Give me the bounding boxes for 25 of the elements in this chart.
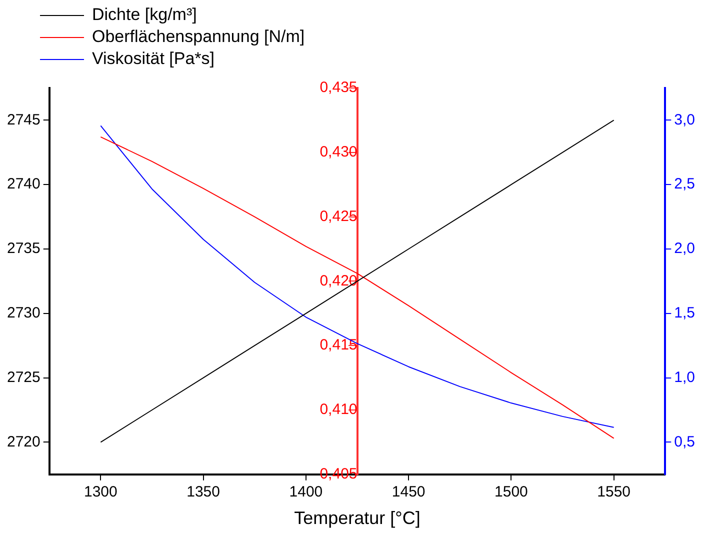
x-tick-label: 1300 <box>84 484 118 501</box>
legend-label: Viskosität [Pa*s] <box>92 48 215 70</box>
y2-tick-label: 0,435 <box>320 79 358 96</box>
x-tick-label: 1500 <box>494 484 528 501</box>
y-tick-label: 2735 <box>6 240 40 258</box>
y-tick-label: 2740 <box>6 176 40 193</box>
x-tick-label: 1550 <box>597 484 631 501</box>
legend-label: Dichte [kg/m³] <box>92 4 197 26</box>
y-tick-label: 2725 <box>6 368 40 386</box>
y3-tick-label: 2,0 <box>674 240 696 258</box>
y-tick-label: 2720 <box>6 433 40 450</box>
y3-tick-label: 0,5 <box>674 433 696 450</box>
y3-tick-label: 2,5 <box>674 176 696 193</box>
x-tick-label: 1350 <box>186 484 220 501</box>
y3-tick-label: 1,5 <box>674 304 696 322</box>
y-tick-label: 2745 <box>6 111 40 128</box>
x-axis-title: Temperatur [°C] <box>294 508 420 528</box>
y2-tick-label: 0,425 <box>320 208 358 225</box>
y2-tick-label: 0,415 <box>320 336 358 354</box>
x-tick-label: 1400 <box>289 484 323 501</box>
y3-tick-label: 1,0 <box>674 368 696 386</box>
legend-label: Oberflächenspannung [N/m] <box>92 26 305 48</box>
x-tick-label: 1450 <box>392 484 426 501</box>
y3-tick-label: 3,0 <box>674 111 696 128</box>
y-tick-label: 2730 <box>6 304 40 322</box>
